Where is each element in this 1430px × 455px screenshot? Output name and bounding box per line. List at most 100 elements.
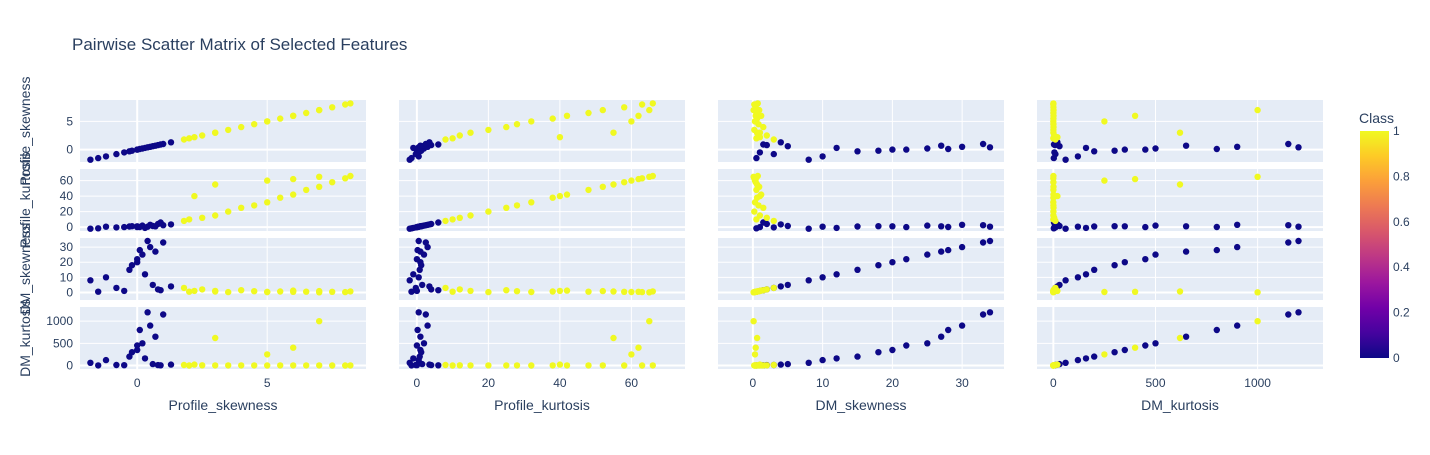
data-point-class-0: [128, 262, 136, 269]
data-point-class-1: [549, 362, 556, 369]
data-point-class-0: [945, 326, 952, 334]
data-point-class-0: [87, 156, 94, 163]
data-point-class-0: [1234, 243, 1241, 251]
x-tick-label: 5: [264, 376, 271, 390]
data-point-class-1: [556, 134, 564, 141]
data-point-class-0: [1091, 223, 1098, 230]
data-point-class-1: [528, 118, 535, 125]
data-point-class-0: [95, 154, 102, 162]
x-tick-label: 40: [553, 376, 567, 390]
panel-Profile_kurtosis-vs-DM_kurtosis: [1037, 169, 1323, 232]
y-tick-label: 10: [60, 270, 74, 284]
data-point-class-0: [1182, 248, 1190, 255]
y-axis-title: Profile_skewness: [17, 77, 33, 186]
panel-Profile_kurtosis-vs-Profile_skewness: [80, 169, 366, 232]
data-point-class-0: [760, 141, 767, 148]
data-point-class-1: [225, 208, 232, 215]
data-point-class-1: [329, 104, 336, 111]
panel-background: [80, 307, 366, 369]
data-point-class-1: [763, 286, 770, 293]
data-point-class-1: [513, 121, 521, 128]
data-point-class-0: [134, 346, 141, 354]
data-point-class-1: [635, 175, 642, 183]
data-point-class-1: [1050, 199, 1057, 206]
data-point-class-0: [1213, 246, 1221, 254]
panel-DM_skewness-vs-Profile_skewness: [80, 237, 366, 300]
data-point-class-1: [635, 112, 642, 120]
data-point-class-0: [424, 322, 431, 329]
data-point-class-0: [979, 311, 987, 318]
data-point-class-0: [426, 283, 433, 290]
data-point-class-1: [180, 284, 188, 292]
x-tick-label: 0: [134, 376, 141, 390]
x-tick-label: 500: [1145, 376, 1165, 390]
x-tick-label: 30: [955, 376, 969, 390]
data-point-class-1: [1101, 288, 1108, 296]
data-point-class-0: [152, 142, 159, 149]
x-tick-label: 20: [482, 376, 496, 390]
data-point-class-1: [503, 204, 510, 211]
y-tick-label: 60: [60, 174, 74, 188]
data-point-class-1: [635, 288, 642, 295]
data-point-class-0: [102, 274, 110, 281]
data-point-class-0: [113, 284, 120, 292]
data-point-class-1: [199, 362, 206, 369]
data-point-class-1: [770, 217, 777, 225]
data-point-class-0: [1142, 223, 1149, 231]
data-point-class-0: [777, 139, 784, 146]
data-point-class-0: [157, 219, 164, 226]
data-point-class-1: [277, 115, 284, 122]
data-point-class-0: [406, 277, 413, 284]
data-point-class-0: [1062, 359, 1069, 366]
data-point-class-1: [342, 101, 349, 108]
data-point-class-1: [646, 173, 653, 180]
data-point-class-1: [649, 362, 656, 369]
data-point-class-1: [467, 287, 474, 295]
data-point-class-0: [924, 251, 931, 258]
data-point-class-1: [1131, 288, 1139, 295]
data-point-class-1: [751, 208, 758, 215]
data-point-class-0: [121, 223, 128, 231]
data-point-class-0: [1121, 223, 1129, 230]
data-point-class-1: [290, 288, 297, 295]
data-point-class-0: [805, 277, 812, 284]
data-point-class-0: [417, 142, 424, 149]
data-point-class-1: [760, 123, 767, 131]
data-point-class-1: [751, 118, 759, 125]
data-point-class-0: [136, 246, 143, 254]
data-point-class-0: [777, 283, 784, 290]
data-point-class-0: [1074, 153, 1082, 160]
data-point-class-0: [1213, 145, 1221, 153]
data-point-class-1: [610, 181, 617, 188]
data-point-class-1: [238, 287, 245, 294]
data-point-class-0: [417, 248, 424, 255]
data-point-class-1: [1131, 175, 1139, 183]
data-point-class-0: [435, 362, 442, 369]
data-point-class-0: [1152, 340, 1159, 347]
data-point-class-1: [752, 344, 759, 351]
panel-background: [718, 307, 1004, 369]
data-point-class-0: [426, 139, 433, 146]
data-point-class-1: [212, 181, 219, 188]
colorbar-tick-label: 1: [1393, 124, 1400, 138]
data-point-class-0: [121, 287, 128, 295]
data-point-class-0: [770, 224, 777, 231]
data-point-class-0: [1074, 274, 1082, 281]
data-point-class-0: [152, 333, 159, 340]
data-point-class-0: [889, 346, 896, 354]
data-point-class-1: [277, 362, 284, 369]
data-point-class-1: [585, 288, 592, 295]
data-point-class-0: [1142, 342, 1149, 349]
data-point-class-1: [750, 173, 757, 180]
panel-Profile_kurtosis-vs-Profile_kurtosis: [399, 169, 685, 232]
data-point-class-0: [854, 223, 861, 230]
data-point-class-0: [149, 360, 156, 368]
data-point-class-0: [95, 288, 102, 295]
data-point-class-0: [426, 221, 433, 228]
data-point-class-0: [1082, 224, 1090, 232]
data-point-class-0: [419, 281, 426, 289]
data-point-class-0: [777, 221, 784, 228]
x-tick-label: 0: [1050, 376, 1057, 390]
data-point-class-0: [102, 153, 110, 160]
data-point-class-0: [144, 237, 151, 245]
